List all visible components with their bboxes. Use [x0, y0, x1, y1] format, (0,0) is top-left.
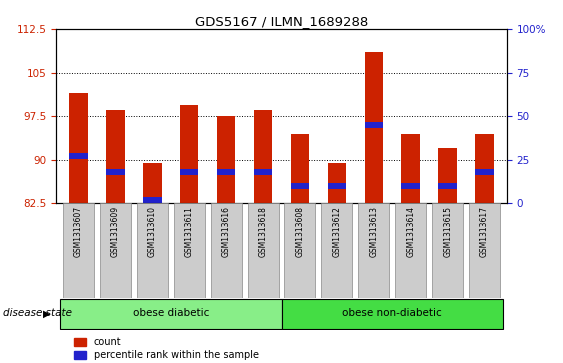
FancyBboxPatch shape	[100, 203, 131, 298]
Text: GSM1313614: GSM1313614	[406, 206, 415, 257]
Bar	[254, 169, 272, 175]
Text: disease state: disease state	[3, 308, 72, 318]
Bar	[439, 183, 457, 189]
Bar	[475, 169, 494, 175]
FancyBboxPatch shape	[248, 203, 279, 298]
Bar	[328, 163, 346, 203]
Bar	[143, 197, 162, 203]
Bar	[180, 105, 198, 203]
FancyBboxPatch shape	[284, 203, 315, 298]
Text: GSM1313611: GSM1313611	[185, 206, 194, 257]
FancyBboxPatch shape	[358, 203, 389, 298]
Text: GSM1313610: GSM1313610	[148, 206, 157, 257]
Bar	[439, 148, 457, 203]
Bar	[291, 134, 309, 203]
Bar	[254, 110, 272, 203]
FancyBboxPatch shape	[137, 203, 168, 298]
FancyBboxPatch shape	[282, 299, 503, 329]
Text: GSM1313615: GSM1313615	[443, 206, 452, 257]
Bar	[143, 163, 162, 203]
Bar	[328, 183, 346, 189]
Text: ▶: ▶	[43, 308, 51, 318]
Bar	[217, 169, 235, 175]
FancyBboxPatch shape	[432, 203, 463, 298]
Text: GSM1313612: GSM1313612	[332, 206, 341, 257]
Bar	[180, 169, 198, 175]
Bar	[69, 153, 88, 159]
FancyBboxPatch shape	[63, 203, 94, 298]
Legend: count, percentile rank within the sample: count, percentile rank within the sample	[70, 334, 262, 363]
Text: GSM1313617: GSM1313617	[480, 206, 489, 257]
Text: GSM1313609: GSM1313609	[111, 206, 120, 257]
FancyBboxPatch shape	[211, 203, 242, 298]
Bar	[69, 93, 88, 203]
Text: GSM1313613: GSM1313613	[369, 206, 378, 257]
Title: GDS5167 / ILMN_1689288: GDS5167 / ILMN_1689288	[195, 15, 368, 28]
Text: GSM1313616: GSM1313616	[222, 206, 231, 257]
Bar	[217, 116, 235, 203]
Bar	[475, 134, 494, 203]
Text: GSM1313607: GSM1313607	[74, 206, 83, 257]
Text: GSM1313608: GSM1313608	[296, 206, 305, 257]
Bar	[401, 183, 420, 189]
FancyBboxPatch shape	[321, 203, 352, 298]
FancyBboxPatch shape	[395, 203, 426, 298]
Text: obese diabetic: obese diabetic	[132, 308, 209, 318]
FancyBboxPatch shape	[60, 299, 282, 329]
Bar	[106, 169, 124, 175]
Bar	[365, 122, 383, 128]
Bar	[365, 52, 383, 203]
Bar	[291, 183, 309, 189]
FancyBboxPatch shape	[469, 203, 500, 298]
FancyBboxPatch shape	[174, 203, 205, 298]
Bar	[106, 110, 124, 203]
Bar	[401, 134, 420, 203]
Text: GSM1313618: GSM1313618	[258, 206, 267, 257]
Text: obese non-diabetic: obese non-diabetic	[342, 308, 442, 318]
